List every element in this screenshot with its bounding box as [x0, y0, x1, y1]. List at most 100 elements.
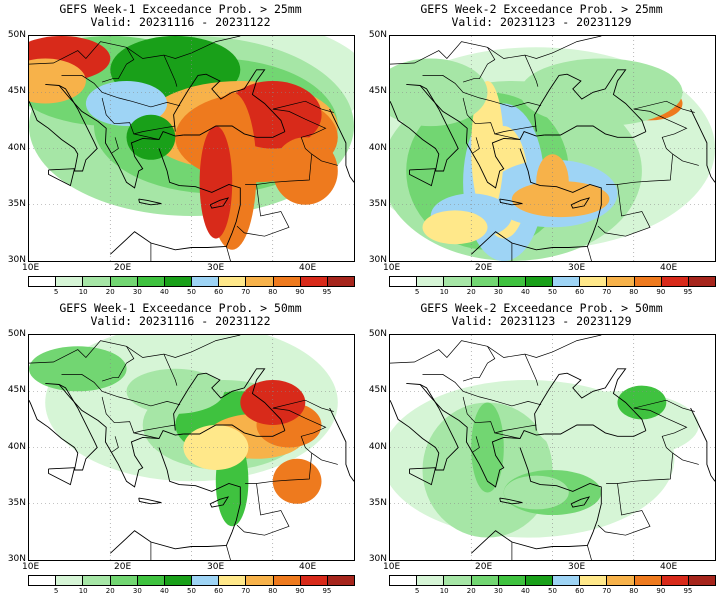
coastline	[183, 424, 286, 437]
panel-title: GEFS Week-1 Exceedance Prob. > 50mm	[59, 301, 302, 315]
color-swatch	[580, 277, 608, 286]
panel-valid-dates: Valid: 20231123 - 20231129	[451, 314, 632, 328]
country-border	[311, 452, 338, 465]
color-level-label: 5	[53, 587, 59, 595]
color-level-label: 95	[322, 288, 332, 296]
country-border	[672, 452, 699, 465]
panel-title: GEFS Week-2 Exceedance Prob. > 25mm	[420, 2, 663, 16]
coastline	[409, 168, 437, 187]
country-border	[133, 432, 160, 439]
lon-label: 30E	[568, 263, 586, 273]
color-swatch	[83, 576, 111, 585]
color-level-label: 10	[439, 288, 449, 296]
color-swatch	[444, 576, 472, 585]
probability-area	[272, 137, 338, 205]
color-bar	[389, 575, 716, 586]
coastline	[499, 198, 523, 206]
lat-label: 45N	[7, 385, 26, 395]
country-border	[422, 75, 542, 108]
lat-label: 40N	[7, 143, 26, 153]
color-bar	[28, 575, 355, 586]
color-swatch	[661, 576, 689, 585]
lon-label: 20E	[114, 263, 132, 273]
country-border	[472, 436, 480, 453]
lat-label: 35N	[368, 498, 387, 508]
color-level-label: 80	[268, 587, 278, 595]
color-swatch	[471, 576, 499, 585]
country-border	[245, 407, 327, 484]
color-level-label: 50	[548, 587, 557, 595]
lon-label: 10E	[22, 562, 40, 572]
color-level-label: 95	[322, 587, 332, 595]
map-panel-week2-50mm: GEFS Week-2 Exceedance Prob. > 50mm Vali…	[361, 299, 722, 598]
coastline	[48, 467, 76, 486]
color-swatch	[192, 576, 220, 585]
color-level-label: 40	[520, 587, 530, 595]
lat-label: 50N	[368, 329, 387, 339]
lon-label: 30E	[568, 562, 586, 572]
color-level-label: 50	[187, 288, 196, 296]
color-swatch	[661, 277, 689, 286]
coastline	[48, 168, 76, 187]
lat-label: 40N	[7, 442, 26, 452]
color-level-label: 10	[439, 587, 449, 595]
color-swatch	[219, 576, 247, 585]
color-swatch	[580, 576, 608, 585]
color-swatch	[525, 277, 554, 286]
color-level-label: 60	[214, 587, 224, 595]
color-swatch	[56, 576, 84, 585]
panel-valid-dates: Valid: 20231116 - 20231122	[90, 15, 271, 29]
lat-label: 35N	[368, 199, 387, 209]
lon-label: 20E	[114, 562, 132, 572]
country-border	[101, 396, 176, 434]
color-swatch	[634, 576, 662, 585]
country-border	[390, 335, 602, 364]
color-level-label: 90	[295, 288, 305, 296]
lon-label: 10E	[383, 562, 401, 572]
color-level-label: 80	[629, 288, 639, 296]
color-swatch	[56, 277, 84, 286]
coastline	[138, 497, 162, 505]
color-level-label: 90	[656, 587, 666, 595]
color-swatch	[327, 576, 355, 585]
lat-label: 40N	[368, 442, 387, 452]
coastline	[570, 496, 591, 508]
country-border	[587, 246, 592, 261]
country-border	[524, 54, 539, 87]
probability-area	[617, 385, 667, 420]
coastline	[409, 467, 437, 486]
lon-label: 30E	[207, 562, 225, 572]
color-level-label: 50	[548, 288, 557, 296]
map-plot-area	[28, 334, 355, 561]
country-border	[462, 97, 537, 135]
country-border	[672, 153, 699, 166]
country-border	[236, 483, 290, 536]
map-panel-week1-50mm: GEFS Week-1 Exceedance Prob. > 50mm Vali…	[0, 299, 361, 598]
color-swatch	[688, 576, 716, 585]
color-level-label: 30	[493, 587, 503, 595]
coastline	[29, 382, 98, 471]
lat-label: 30N	[7, 255, 26, 265]
country-border	[422, 374, 542, 407]
lat-label: 40N	[368, 143, 387, 153]
country-border	[597, 483, 651, 536]
coastline	[690, 407, 715, 482]
country-border	[272, 399, 334, 412]
color-level-label: 95	[683, 587, 693, 595]
color-swatch	[246, 277, 274, 286]
lat-label: 50N	[368, 30, 387, 40]
map-panel-week1-25mm: GEFS Week-1 Exceedance Prob. > 25mm Vali…	[0, 0, 361, 299]
color-swatch	[300, 576, 328, 585]
coastline	[183, 125, 286, 138]
coastline	[109, 148, 241, 255]
probability-area	[536, 391, 699, 459]
color-level-label: 40	[159, 288, 169, 296]
color-level-label: 10	[78, 288, 88, 296]
coastline	[209, 496, 230, 508]
color-level-label: 70	[602, 288, 612, 296]
probability-area	[536, 154, 569, 211]
probability-area	[272, 458, 322, 504]
panel-valid-dates: Valid: 20231116 - 20231122	[90, 314, 271, 328]
country-border	[633, 399, 695, 412]
color-level-label: 5	[414, 288, 420, 296]
